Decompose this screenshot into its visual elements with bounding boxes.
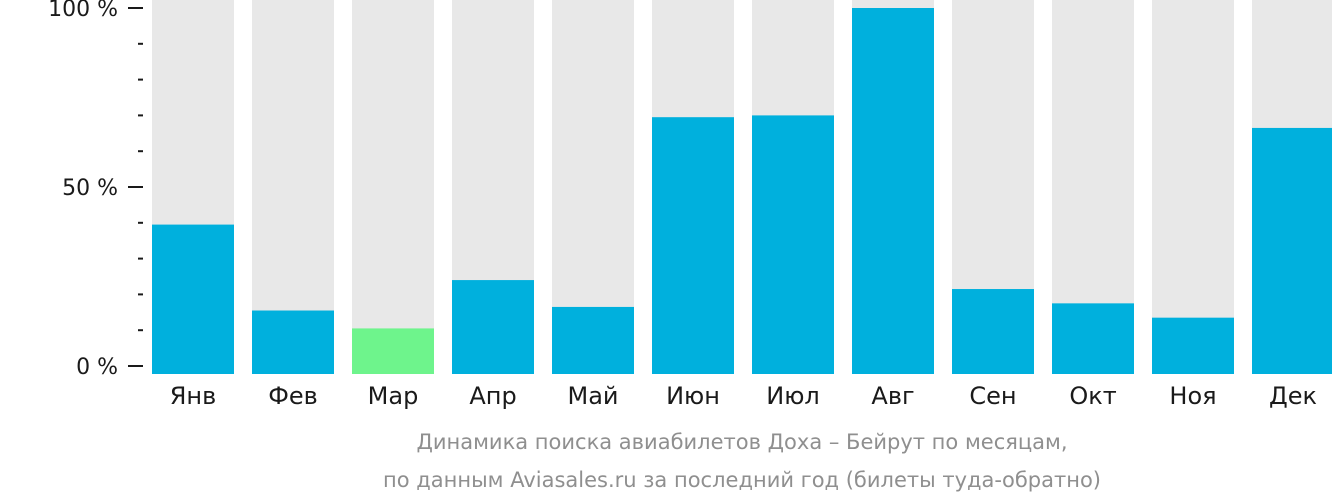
- bar-6: [652, 117, 734, 374]
- bar-9: [952, 289, 1034, 374]
- x-tick-label: Дек: [1269, 382, 1317, 410]
- y-tick-label: 100 %: [48, 0, 118, 22]
- bar-4: [452, 280, 534, 374]
- bar-11: [1152, 317, 1234, 374]
- x-axis: Янв Фев Мар Апр Май Июн Июл Авг Сен Окт Ноя Дек: [170, 382, 1317, 410]
- bar-3: [352, 328, 434, 374]
- chart-caption-line-2: по данным Aviasales.ru за последний год …: [383, 468, 1101, 492]
- x-tick-label: Июл: [766, 382, 820, 410]
- y-tick-label: 50 %: [62, 176, 118, 201]
- bars: [152, 8, 1332, 375]
- bar-5: [552, 306, 634, 374]
- bar-12: [1252, 127, 1332, 375]
- x-tick-label: Сен: [969, 382, 1016, 410]
- bar-7: [752, 115, 834, 375]
- y-tick-label: 0 %: [76, 355, 118, 380]
- bar-1: [152, 224, 234, 374]
- bar-8: [852, 8, 934, 374]
- x-tick-label: Фев: [268, 382, 318, 410]
- chart-caption-line-1: Динамика поиска авиабилетов Доха – Бейру…: [416, 430, 1068, 454]
- bar-track-11: [1152, 0, 1234, 374]
- bar-10: [1052, 303, 1134, 374]
- x-tick-label: Ноя: [1169, 382, 1216, 410]
- x-tick-label: Июн: [666, 382, 720, 410]
- bar-track-3: [352, 0, 434, 374]
- x-tick-label: Окт: [1069, 382, 1116, 410]
- x-tick-label: Май: [567, 382, 618, 410]
- y-axis: 0 % 50 % 100 %: [48, 0, 143, 380]
- x-tick-label: Авг: [871, 382, 914, 410]
- x-tick-label: Мар: [368, 382, 419, 410]
- x-tick-label: Янв: [170, 382, 217, 410]
- x-tick-label: Апр: [469, 382, 516, 410]
- bar-2: [252, 310, 334, 374]
